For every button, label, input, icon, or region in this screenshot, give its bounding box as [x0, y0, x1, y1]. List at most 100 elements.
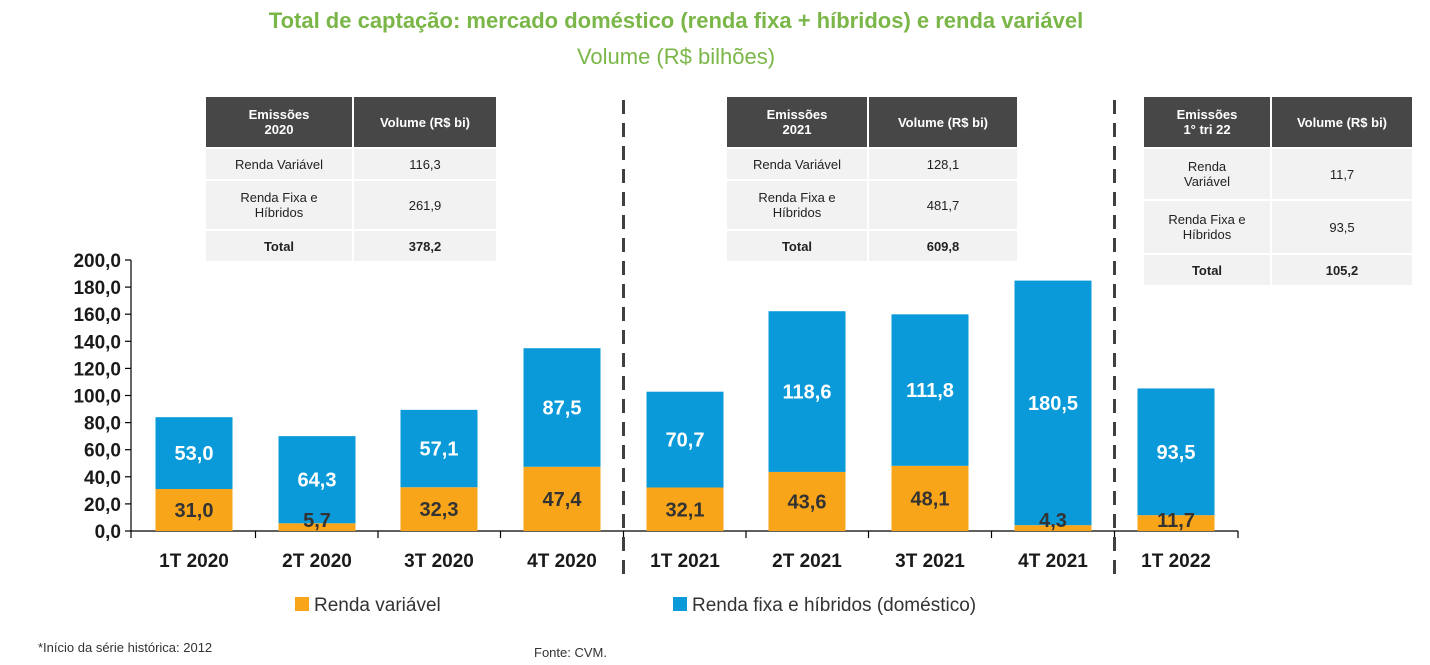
- table-row: Total 609,8: [727, 231, 1017, 261]
- table-header-emissoes: Emissões 2020: [206, 97, 352, 147]
- x-category-label: 3T 2020: [404, 551, 474, 572]
- footnote: *Início da série histórica: 2012: [38, 640, 213, 655]
- row-value-renda-variavel: 116,3: [354, 149, 496, 179]
- row-value-total: 609,8: [869, 231, 1017, 261]
- legend-swatch: [673, 597, 687, 611]
- data-label-renda-variavel: 47,4: [543, 489, 583, 511]
- y-tick-label: 20,0: [84, 495, 121, 516]
- table-header-row: Emissões 2021 Volume (R$ bi): [727, 97, 1017, 147]
- row-value-renda-fixa: 261,9: [354, 181, 496, 229]
- x-category-label: 1T 2020: [159, 551, 229, 572]
- x-category-label: 1T 2021: [650, 551, 720, 572]
- data-label-renda-variavel: 43,6: [788, 491, 827, 513]
- x-category-label: 4T 2021: [1018, 551, 1088, 572]
- bar-renda-fixa: [768, 311, 846, 472]
- x-category-label: 2T 2021: [772, 551, 842, 572]
- y-tick-label: 80,0: [84, 414, 121, 435]
- bar-renda-variavel: [1014, 525, 1092, 531]
- data-label-renda-variavel: 32,3: [420, 499, 459, 521]
- table-header-emissoes: Emissões 2021: [727, 97, 867, 147]
- table-row: Renda Fixa e Híbridos 481,7: [727, 181, 1017, 229]
- summary-table-2021: Emissões 2021 Volume (R$ bi) Renda Variáv…: [725, 95, 1019, 263]
- row-value-total: 378,2: [354, 231, 496, 261]
- table-header-volume: Volume (R$ bi): [869, 97, 1017, 147]
- bar-renda-variavel: [1137, 515, 1215, 531]
- row-label-total: Total: [727, 231, 867, 261]
- legend-label: Renda variável: [314, 595, 441, 616]
- data-label-renda-variavel: 48,1: [911, 488, 950, 510]
- y-tick-label: 60,0: [84, 441, 121, 462]
- data-label-renda-fixa: 180,5: [1028, 393, 1078, 415]
- table-header-volume: Volume (R$ bi): [1272, 97, 1412, 147]
- row-label-renda-fixa: Renda Fixa e Híbridos: [1144, 201, 1270, 253]
- table-row: Total 378,2: [206, 231, 496, 261]
- y-tick-label: 180,0: [73, 278, 121, 299]
- bar-renda-variavel: [523, 466, 601, 531]
- bar-renda-variavel: [891, 465, 969, 531]
- chart-title: Total de captação: mercado doméstico (re…: [268, 8, 1084, 33]
- legend-label: Renda fixa e híbridos (doméstico): [692, 595, 976, 616]
- data-label-renda-variavel: 31,0: [175, 500, 214, 522]
- bar-renda-variavel: [768, 471, 846, 531]
- y-tick-label: 0,0: [95, 522, 121, 543]
- chart-subtitle: Volume (R$ bilhões): [576, 44, 776, 69]
- bar-renda-fixa: [523, 348, 601, 467]
- row-label-renda-variavel: Renda Variável: [206, 149, 352, 179]
- data-label-renda-variavel: 5,7: [303, 510, 331, 532]
- row-value-renda-fixa: 481,7: [869, 181, 1017, 229]
- data-label-renda-variavel: 32,1: [666, 499, 705, 521]
- row-value-renda-variavel: 128,1: [869, 149, 1017, 179]
- y-tick-label: 100,0: [73, 387, 121, 408]
- y-tick-label: 160,0: [73, 305, 121, 326]
- table-row: Renda Fixa e Híbridos 93,5: [1144, 201, 1412, 253]
- data-label-renda-variavel: 11,7: [1157, 510, 1195, 532]
- table-row: Renda Variável 128,1: [727, 149, 1017, 179]
- bar-renda-fixa: [891, 314, 969, 466]
- row-label-renda-fixa: Renda Fixa e Híbridos: [727, 181, 867, 229]
- table-row: Renda Variável 11,7: [1144, 149, 1412, 199]
- bar-renda-variavel: [646, 487, 724, 531]
- row-value-renda-fixa: 93,5: [1272, 201, 1412, 253]
- y-tick-label: 140,0: [73, 332, 121, 353]
- row-label-renda-fixa: Renda Fixa e Híbridos: [206, 181, 352, 229]
- y-tick-label: 40,0: [84, 468, 121, 489]
- row-label-total: Total: [1144, 255, 1270, 285]
- x-category-label: 2T 2020: [282, 551, 352, 572]
- row-label-total: Total: [206, 231, 352, 261]
- table-row: Renda Fixa e Híbridos 261,9: [206, 181, 496, 229]
- table-row: Total 105,2: [1144, 255, 1412, 285]
- bar-renda-variavel: [400, 487, 478, 531]
- table-header-row: Emissões 2020 Volume (R$ bi): [206, 97, 496, 147]
- table-header-volume: Volume (R$ bi): [354, 97, 496, 147]
- bar-renda-fixa: [1137, 388, 1215, 516]
- bar-renda-fixa: [1014, 280, 1092, 526]
- data-label-renda-fixa: 87,5: [543, 397, 582, 419]
- data-label-renda-fixa: 64,3: [298, 470, 337, 492]
- bar-renda-fixa: [278, 436, 356, 524]
- table-header-emissoes: Emissões 1° tri 22: [1144, 97, 1270, 147]
- data-label-renda-fixa: 57,1: [420, 439, 459, 461]
- bar-renda-variavel: [155, 488, 233, 531]
- bar-renda-fixa: [646, 391, 724, 488]
- data-label-renda-fixa: 53,0: [175, 443, 214, 465]
- summary-table-1tri22: Emissões 1° tri 22 Volume (R$ bi) Renda Va…: [1142, 95, 1414, 287]
- table-header-row: Emissões 1° tri 22 Volume (R$ bi): [1144, 97, 1412, 147]
- row-value-total: 105,2: [1272, 255, 1412, 285]
- row-label-renda-variavel: Renda Variável: [1144, 149, 1270, 199]
- data-label-renda-variavel: 4,3: [1039, 510, 1067, 532]
- summary-table-2020: Emissões 2020 Volume (R$ bi) Renda Variáv…: [204, 95, 498, 263]
- bar-renda-fixa: [155, 417, 233, 489]
- x-category-label: 1T 2022: [1141, 551, 1211, 572]
- bar-renda-variavel: [278, 523, 356, 531]
- source-note: Fonte: CVM.: [534, 645, 607, 660]
- x-category-label: 4T 2020: [527, 551, 597, 572]
- row-label-renda-variavel: Renda Variável: [727, 149, 867, 179]
- y-tick-label: 200,0: [73, 251, 121, 272]
- data-label-renda-fixa: 111,8: [906, 380, 954, 402]
- data-label-renda-fixa: 93,5: [1157, 442, 1196, 464]
- y-tick-label: 120,0: [73, 359, 121, 380]
- data-label-renda-fixa: 118,6: [783, 382, 832, 404]
- data-label-renda-fixa: 70,7: [666, 430, 705, 452]
- row-value-renda-variavel: 11,7: [1272, 149, 1412, 199]
